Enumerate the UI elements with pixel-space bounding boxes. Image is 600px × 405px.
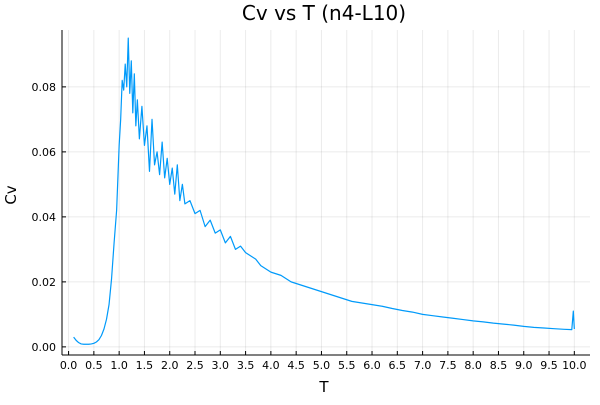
series-layer — [73, 37, 575, 345]
x-tick-label: 8.5 — [490, 359, 508, 372]
x-tick-label: 5.5 — [338, 359, 356, 372]
y-tick-label: 0.06 — [32, 146, 57, 159]
y-tick-label: 0.02 — [32, 276, 57, 289]
x-tick-label: 7.0 — [414, 359, 432, 372]
tick-labels: 0.0 0.5 1.0 1.5 2.0 2.5 3.0 3.5 4.0 4.5 5.0 5.5 6.0 6… — [32, 81, 587, 372]
grid — [62, 30, 590, 355]
x-tick-label: 0.0 — [60, 359, 78, 372]
x-tick-label: 3.5 — [237, 359, 255, 372]
x-tick-label: 5.0 — [313, 359, 331, 372]
y-tick-label: 0.04 — [32, 211, 57, 224]
x-tick-label: 2.5 — [186, 359, 204, 372]
x-axis-label: T — [318, 378, 329, 396]
chart-title: Cv vs T (n4-L10) — [242, 1, 406, 25]
y-axis-label: Cv — [2, 185, 20, 204]
x-tick-label: 9.0 — [515, 359, 533, 372]
x-tick-label: 10.0 — [562, 359, 587, 372]
x-tick-label: 4.0 — [262, 359, 280, 372]
x-tick-label: 0.5 — [85, 359, 103, 372]
x-tick-label: 7.5 — [439, 359, 457, 372]
x-tick-label: 3.0 — [212, 359, 230, 372]
y-tick-label: 0.00 — [32, 341, 57, 354]
y-tick-label: 0.08 — [32, 81, 57, 94]
axes — [61, 30, 590, 356]
x-tick-label: 1.0 — [110, 359, 128, 372]
x-tick-label: 9.5 — [540, 359, 558, 372]
series-line — [73, 37, 575, 345]
x-tick-label: 6.5 — [389, 359, 407, 372]
x-tick-label: 2.0 — [161, 359, 179, 372]
x-tick-label: 6.0 — [363, 359, 381, 372]
x-tick-label: 1.5 — [136, 359, 154, 372]
x-tick-label: 4.5 — [287, 359, 305, 372]
x-tick-label: 8.0 — [464, 359, 482, 372]
